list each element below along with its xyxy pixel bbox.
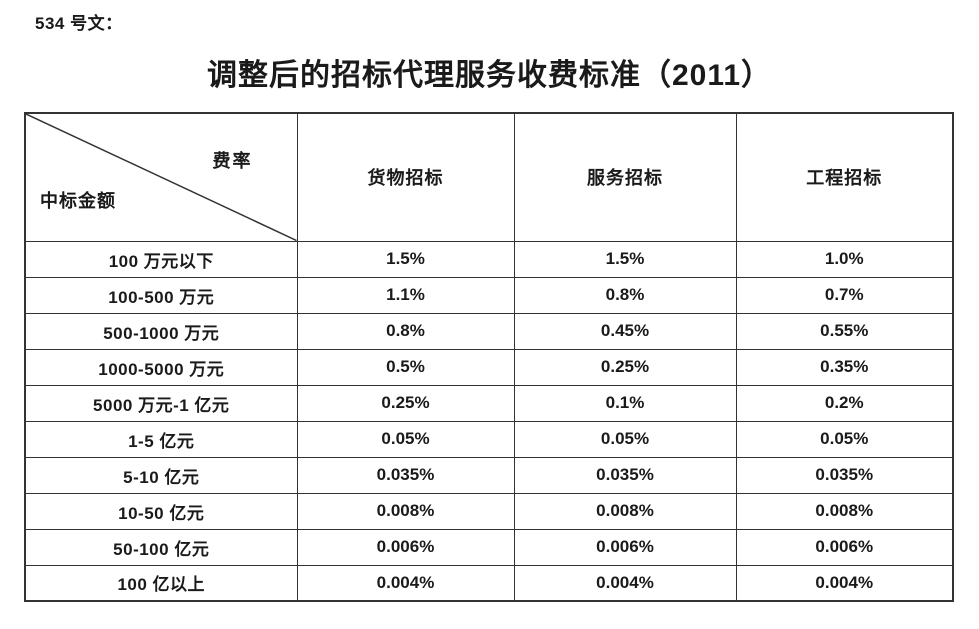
table-row: 100-500 万元 1.1% 0.8% 0.7%: [24, 276, 954, 314]
row-label: 100 万元以下: [24, 240, 298, 278]
row-label: 1-5 亿元: [24, 420, 298, 458]
row-label: 100 亿以上: [24, 564, 298, 602]
rate-cell: 1.1%: [296, 276, 515, 314]
rate-cell: 0.45%: [513, 312, 737, 350]
row-label: 1000-5000 万元: [24, 348, 298, 386]
table-row: 1000-5000 万元 0.5% 0.25% 0.35%: [24, 348, 954, 386]
rate-cell: 0.006%: [296, 528, 515, 566]
rate-cell: 0.25%: [296, 384, 515, 422]
rate-cell: 0.004%: [513, 564, 737, 602]
fee-rate-table: 费率 中标金额 货物招标 服务招标 工程招标 100 万元以下 1.5% 1.5…: [24, 112, 954, 602]
rate-cell: 0.1%: [513, 384, 737, 422]
rate-cell: 0.2%: [735, 384, 954, 422]
rate-cell: 0.05%: [513, 420, 737, 458]
rate-cell: 0.008%: [513, 492, 737, 530]
rate-cell: 0.006%: [735, 528, 954, 566]
rate-cell: 0.5%: [296, 348, 515, 386]
diagonal-divider-line: [26, 114, 297, 241]
corner-label-bid-amount: 中标金额: [40, 190, 116, 211]
rate-cell: 0.035%: [296, 456, 515, 494]
page-title: 调整后的招标代理服务收费标准（2011）: [206, 59, 773, 92]
doc-number-label: 534 号文：: [35, 14, 123, 33]
rate-cell: 0.05%: [735, 420, 954, 458]
rate-cell: 0.8%: [296, 312, 515, 350]
rate-cell: 0.035%: [735, 456, 954, 494]
row-label: 50-100 亿元: [24, 528, 298, 566]
table-corner-cell: 费率 中标金额: [24, 112, 298, 242]
rate-cell: 0.004%: [735, 564, 954, 602]
table-row: 50-100 亿元 0.006% 0.006% 0.006%: [24, 528, 954, 566]
row-label: 5-10 亿元: [24, 456, 298, 494]
rate-cell: 0.008%: [296, 492, 515, 530]
rate-cell: 0.55%: [735, 312, 954, 350]
table-row: 100 万元以下 1.5% 1.5% 1.0%: [24, 240, 954, 278]
row-label: 10-50 亿元: [24, 492, 298, 530]
rate-cell: 1.0%: [735, 240, 954, 278]
table-row: 1-5 亿元 0.05% 0.05% 0.05%: [24, 420, 954, 458]
row-label: 5000 万元-1 亿元: [24, 384, 298, 422]
table-row: 500-1000 万元 0.8% 0.45% 0.55%: [24, 312, 954, 350]
table-row: 100 亿以上 0.004% 0.004% 0.004%: [24, 564, 954, 602]
row-label: 100-500 万元: [24, 276, 298, 314]
rate-cell: 0.8%: [513, 276, 737, 314]
table-row: 10-50 亿元 0.008% 0.008% 0.008%: [24, 492, 954, 530]
column-header-engineering-bidding: 工程招标: [735, 112, 954, 242]
rate-cell: 0.008%: [735, 492, 954, 530]
rate-cell: 1.5%: [513, 240, 737, 278]
rate-cell: 0.006%: [513, 528, 737, 566]
row-label: 500-1000 万元: [24, 312, 298, 350]
rate-cell: 0.035%: [513, 456, 737, 494]
corner-label-rate: 费率: [212, 151, 253, 171]
rate-cell: 0.004%: [296, 564, 515, 602]
rate-cell: 0.05%: [296, 420, 515, 458]
rate-cell: 0.25%: [513, 348, 737, 386]
column-header-service-bidding: 服务招标: [513, 112, 737, 242]
rate-cell: 0.35%: [735, 348, 954, 386]
rate-cell: 1.5%: [296, 240, 515, 278]
table-row: 5-10 亿元 0.035% 0.035% 0.035%: [24, 456, 954, 494]
table-row: 5000 万元-1 亿元 0.25% 0.1% 0.2%: [24, 384, 954, 422]
column-header-goods-bidding: 货物招标: [296, 112, 515, 242]
table-header-row: 费率 中标金额 货物招标 服务招标 工程招标: [24, 112, 954, 242]
rate-cell: 0.7%: [735, 276, 954, 314]
